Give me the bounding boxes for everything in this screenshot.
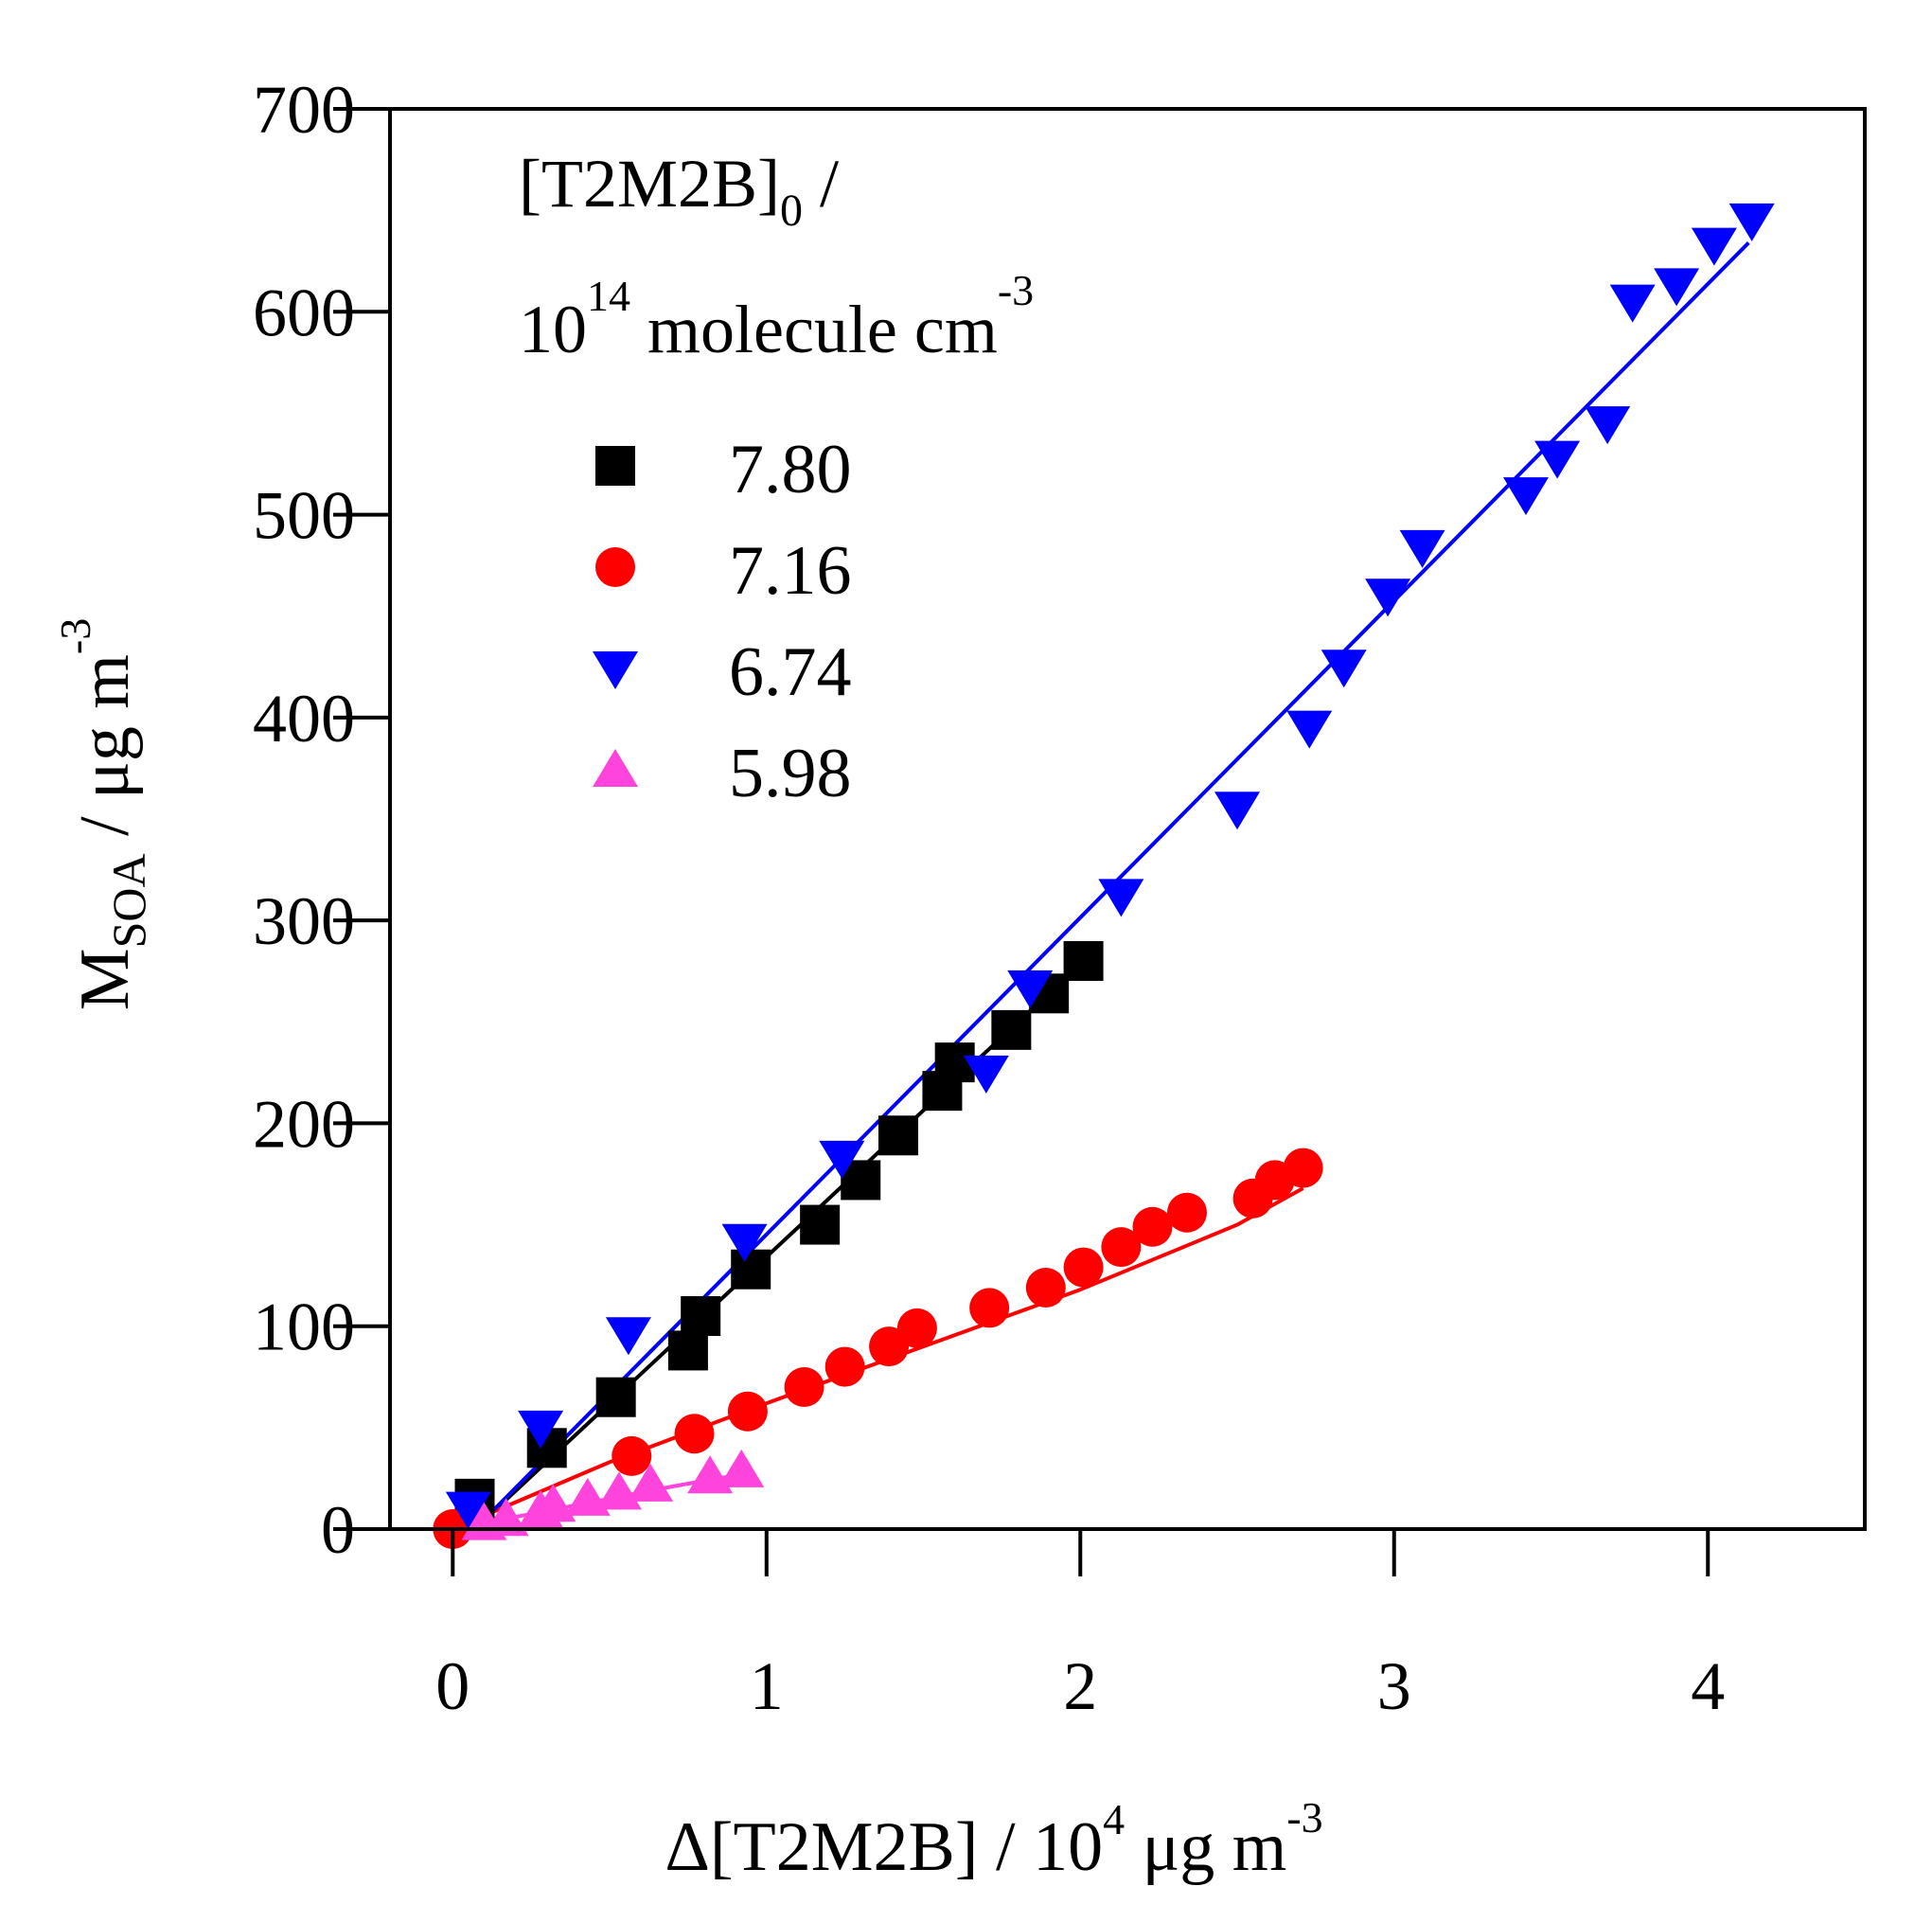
data-point — [1286, 710, 1333, 749]
data-point — [800, 1204, 841, 1245]
y-tick-label: 200 — [253, 1086, 355, 1162]
data-point — [628, 1463, 674, 1502]
data-point — [969, 1288, 1010, 1328]
data-point — [1007, 970, 1054, 1008]
legend-title-line2: 1014 molecule cm-3 — [519, 266, 1034, 367]
y-tick-label: 0 — [321, 1492, 355, 1568]
data-point — [674, 1414, 715, 1454]
y-tick-label: 400 — [253, 681, 355, 756]
data-point — [483, 1498, 529, 1537]
data-point — [1132, 1206, 1173, 1247]
x-tick-label: 0 — [435, 1648, 470, 1724]
legend-label: 7.80 — [729, 431, 852, 508]
data-point — [784, 1367, 824, 1407]
data-point — [518, 1410, 564, 1449]
data-point — [595, 1377, 636, 1417]
data-points — [433, 203, 1775, 1549]
data-point — [605, 1317, 651, 1356]
x-tick-label: 1 — [750, 1648, 784, 1724]
data-point — [530, 1484, 576, 1522]
data-point — [869, 1326, 910, 1367]
data-point — [1399, 529, 1445, 568]
data-point — [1025, 1268, 1066, 1308]
data-point — [1365, 578, 1411, 617]
data-point — [1063, 941, 1104, 981]
data-point — [1214, 792, 1261, 830]
legend-marker — [593, 651, 638, 689]
data-point — [1502, 477, 1549, 516]
data-point — [445, 1491, 491, 1530]
data-point — [1283, 1148, 1323, 1188]
data-point — [896, 1308, 937, 1348]
x-tick-label: 2 — [1063, 1648, 1097, 1724]
legend-item: 6.74 — [593, 633, 852, 711]
y-tick-label: 700 — [253, 72, 355, 148]
legend-marker — [593, 749, 638, 787]
x-axis-title: Δ[T2M2B] / 104 μg m-3 — [665, 1793, 1322, 1886]
y-axis-ticks: 0 100 200 300 400 500 600 700 — [253, 72, 390, 1568]
legend-items: 7.80 7.16 6.74 5.98 — [593, 431, 852, 812]
data-point — [1320, 650, 1367, 688]
legend-title-line1: [T2M2B]0 / — [519, 146, 839, 236]
data-point — [1691, 227, 1737, 266]
legend-marker — [595, 547, 635, 587]
x-tick-label: 3 — [1377, 1648, 1411, 1724]
data-point — [963, 1055, 1009, 1094]
series-6.74 — [445, 203, 1775, 1530]
data-point — [721, 1223, 768, 1262]
data-point — [1101, 1227, 1142, 1268]
data-point — [681, 1296, 721, 1336]
legend: [T2M2B]0 / 1014 molecule cm-3 7.80 7.16 6.… — [519, 146, 1034, 812]
legend-item: 7.80 — [595, 431, 852, 508]
plot-frame — [388, 107, 1867, 1531]
x-tick-label: 4 — [1691, 1648, 1725, 1724]
legend-label: 7.16 — [729, 532, 852, 610]
data-point — [612, 1435, 652, 1476]
data-point — [878, 1115, 919, 1156]
data-point — [819, 1140, 865, 1179]
data-point — [718, 1449, 765, 1487]
y-axis-title: MSOA / μg m-3 — [51, 618, 155, 1010]
legend-label: 6.74 — [729, 633, 852, 711]
y-tick-label: 100 — [253, 1290, 355, 1365]
data-point — [1728, 203, 1775, 241]
legend-item: 7.16 — [595, 532, 852, 610]
legend-item: 5.98 — [593, 735, 852, 812]
data-point — [727, 1391, 768, 1432]
data-point — [1098, 879, 1144, 917]
data-point — [991, 1009, 1032, 1050]
data-point — [1609, 284, 1656, 323]
legend-label: 5.98 — [729, 735, 852, 812]
y-tick-label: 500 — [253, 478, 355, 554]
data-point — [824, 1346, 865, 1387]
data-point — [1534, 440, 1581, 479]
data-point — [1654, 268, 1700, 307]
legend-marker — [595, 446, 635, 486]
y-tick-label: 600 — [253, 275, 355, 350]
data-point — [1166, 1192, 1207, 1233]
data-point — [1585, 406, 1631, 445]
data-point — [1063, 1247, 1104, 1288]
data-point — [667, 1330, 708, 1371]
y-tick-label: 300 — [253, 883, 355, 959]
x-axis-ticks: 0 1 2 3 4 — [435, 1529, 1725, 1724]
data-point — [731, 1249, 771, 1290]
